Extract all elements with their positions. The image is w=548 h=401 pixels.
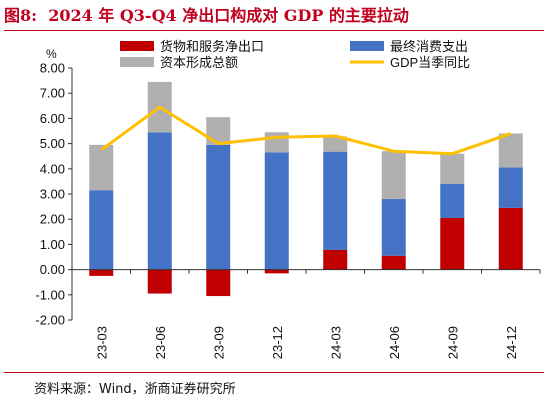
y-tick-label: -2.00 bbox=[35, 313, 65, 328]
bar-1-24-09 bbox=[440, 217, 465, 270]
y-tick-label: 4.00 bbox=[40, 161, 65, 176]
bar-3-23-12 bbox=[264, 132, 289, 153]
bar-2-23-06 bbox=[147, 132, 172, 270]
bar-1-23-09 bbox=[206, 269, 231, 297]
x-tick-label: 23-06 bbox=[153, 326, 168, 359]
bar-1-23-12 bbox=[264, 269, 289, 274]
title-rule bbox=[4, 30, 544, 31]
legend-swatch-2 bbox=[350, 41, 384, 51]
source-rule bbox=[4, 372, 544, 373]
legend-swatch-1 bbox=[120, 41, 154, 51]
x-tick-label: 23-12 bbox=[270, 326, 285, 359]
y-tick-label: 8.00 bbox=[40, 61, 65, 76]
bar-2-24-06 bbox=[381, 199, 406, 256]
x-tick-label: 23-03 bbox=[94, 326, 109, 359]
bar-1-24-06 bbox=[381, 255, 406, 270]
bar-1-24-03 bbox=[323, 249, 348, 270]
y-tick-label: 3.00 bbox=[40, 187, 65, 202]
bar-3-24-12 bbox=[498, 133, 523, 168]
bar-2-23-09 bbox=[206, 144, 231, 270]
bar-3-23-09 bbox=[206, 117, 231, 145]
bar-1-23-03 bbox=[89, 269, 114, 276]
y-unit-label: % bbox=[46, 47, 57, 61]
y-tick-label: -1.00 bbox=[35, 287, 65, 302]
y-tick-label: 7.00 bbox=[40, 86, 65, 101]
bar-3-24-09 bbox=[440, 153, 465, 184]
x-tick-label: 23-09 bbox=[211, 326, 226, 359]
bar-2-23-12 bbox=[264, 152, 289, 270]
bar-2-24-03 bbox=[323, 151, 348, 250]
x-tick-label: 24-09 bbox=[445, 326, 460, 359]
legend-label-2: 最终消费支出 bbox=[390, 39, 468, 54]
bar-3-23-03 bbox=[89, 144, 114, 191]
legend-swatch-3 bbox=[120, 57, 154, 67]
x-tick-label: 24-03 bbox=[328, 326, 343, 359]
y-tick-label: 2.00 bbox=[40, 212, 65, 227]
bar-3-24-03 bbox=[323, 136, 348, 152]
gdp-line bbox=[100, 105, 512, 156]
figure-title-text: 2024 年 Q3-Q4 净出口构成对 GDP 的主要拉动 bbox=[48, 6, 409, 25]
legend-label-1: 货物和服务净出口 bbox=[160, 39, 264, 54]
bar-2-23-03 bbox=[89, 190, 114, 270]
y-tick-label: 6.00 bbox=[40, 111, 65, 126]
source-note: 资料来源：Wind，浙商证券研究所 bbox=[34, 382, 236, 397]
legend-label-3: 资本形成总额 bbox=[160, 55, 238, 70]
legend-label-4: GDP当季同比 bbox=[390, 55, 470, 70]
bar-1-24-12 bbox=[498, 207, 523, 270]
y-tick-label: 5.00 bbox=[40, 136, 65, 151]
y-tick-label: 1.00 bbox=[40, 237, 65, 252]
bar-2-24-12 bbox=[498, 167, 523, 208]
figure-label: 图8: bbox=[4, 6, 38, 25]
x-tick-label: 24-12 bbox=[504, 326, 519, 359]
x-tick-label: 24-06 bbox=[387, 326, 402, 359]
figure-title: 图8: 2024 年 Q3-Q4 净出口构成对 GDP 的主要拉动 bbox=[4, 2, 409, 30]
bar-1-23-06 bbox=[147, 269, 172, 294]
bar-2-24-09 bbox=[440, 183, 465, 218]
bar-3-24-06 bbox=[381, 151, 406, 200]
y-tick-label: 0.00 bbox=[40, 262, 65, 277]
